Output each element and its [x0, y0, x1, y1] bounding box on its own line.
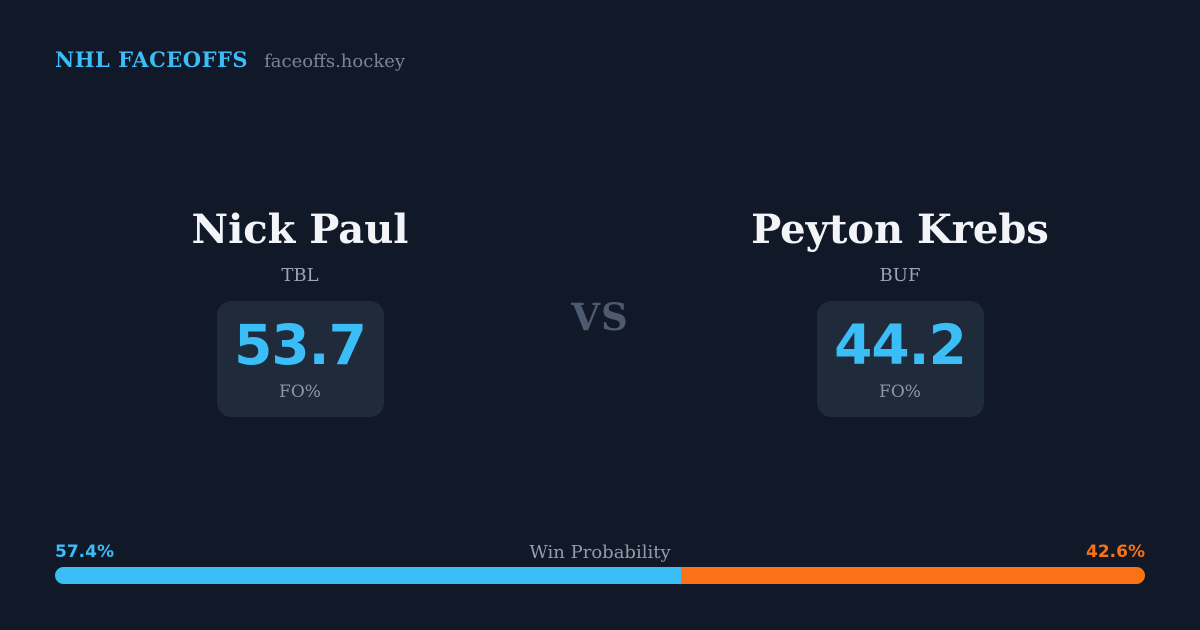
- win-probability-labels: 57.4% Win Probability 42.6%: [55, 542, 1145, 563]
- win-bar-right: [680, 567, 1145, 584]
- win-probability-bar: [55, 567, 1145, 584]
- site-url: faceoffs.hockey: [264, 51, 406, 72]
- player-team-left: TBL: [281, 265, 319, 286]
- header: NHL FACEOFFS faceoffs.hockey: [55, 47, 405, 72]
- win-probability-title: Win Probability: [529, 542, 671, 563]
- stat-label-right: FO%: [879, 382, 921, 402]
- stat-card-left: 53.7 FO%: [216, 301, 384, 417]
- stat-label-left: FO%: [279, 382, 321, 402]
- player-name-left: Nick Paul: [191, 206, 409, 253]
- player-team-right: BUF: [879, 265, 921, 286]
- win-probability-right-value: 42.6%: [1086, 542, 1145, 562]
- player-panel-right: Peyton Krebs BUF 44.2 FO%: [700, 208, 1100, 417]
- win-probability-left-value: 57.4%: [55, 542, 114, 562]
- player-name-right: Peyton Krebs: [751, 206, 1049, 253]
- brand-title: NHL FACEOFFS: [55, 47, 249, 72]
- player-panel-left: Nick Paul TBL 53.7 FO%: [100, 208, 500, 417]
- win-bar-left: [55, 567, 681, 584]
- stat-value-right: 44.2: [834, 313, 967, 377]
- stat-card-right: 44.2 FO%: [816, 301, 984, 417]
- stat-value-left: 53.7: [234, 313, 367, 377]
- vs-label: VS: [571, 295, 629, 339]
